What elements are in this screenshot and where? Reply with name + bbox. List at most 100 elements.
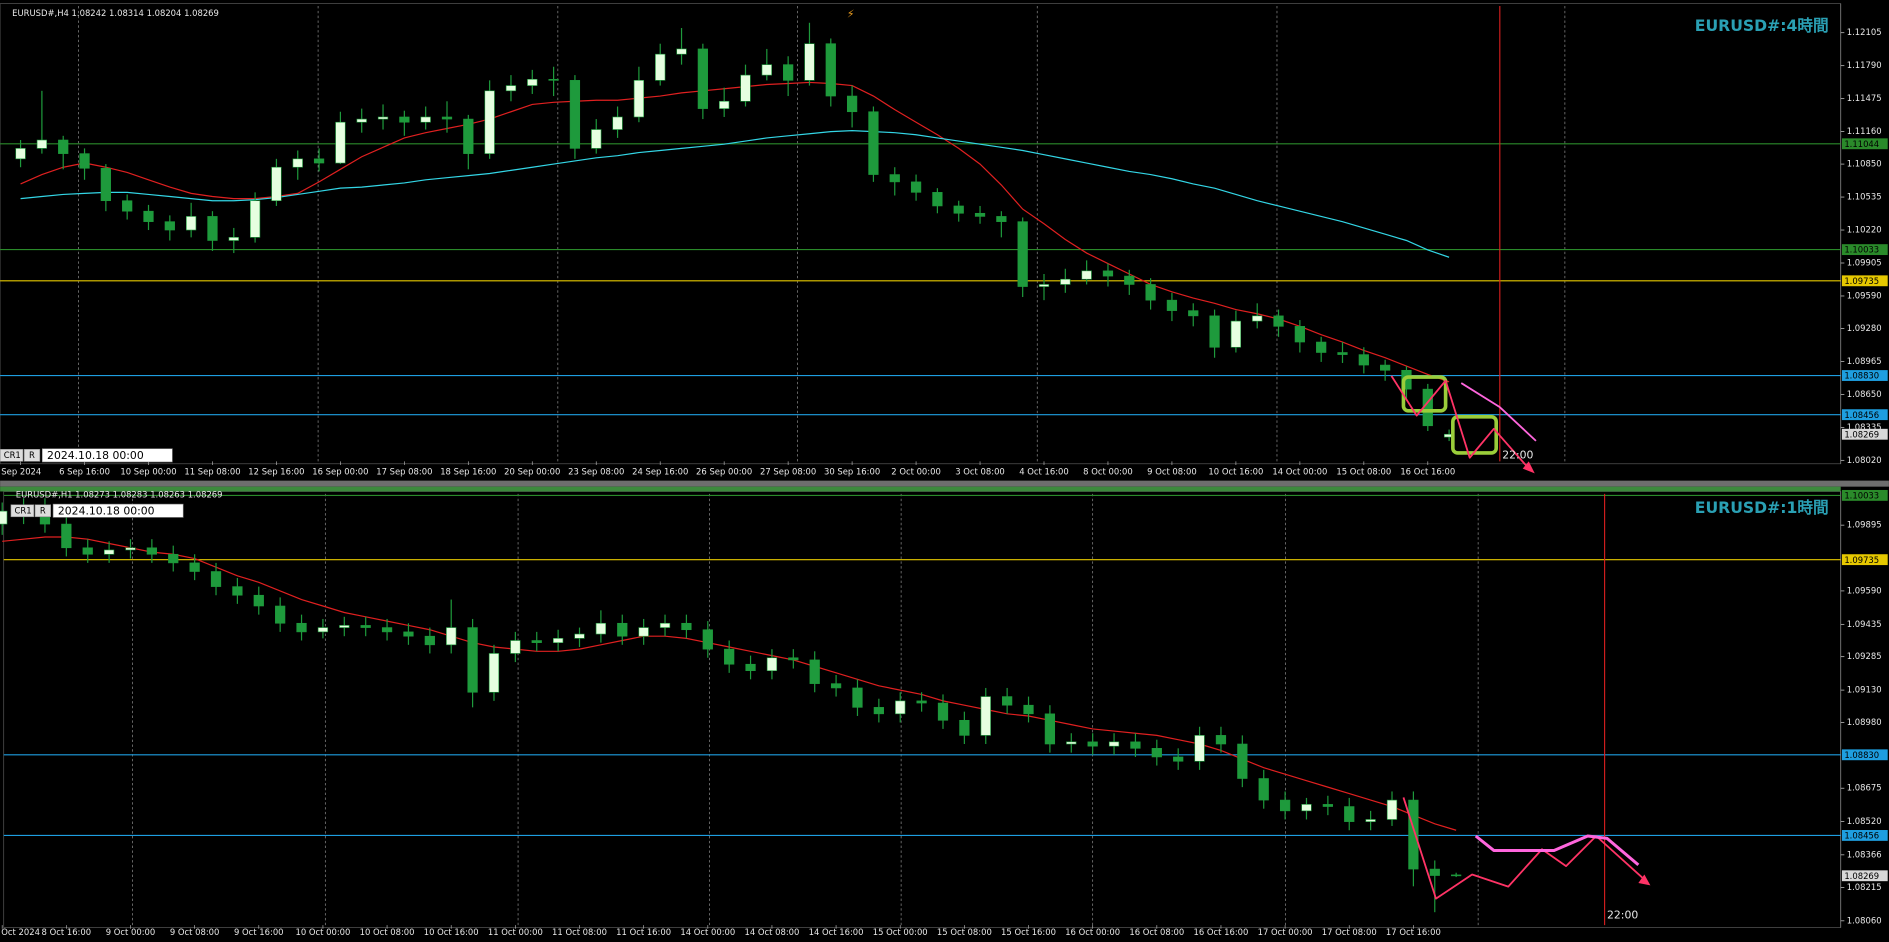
candle-body: [659, 622, 671, 628]
candle-body: [125, 547, 136, 551]
level-label-box: [1841, 749, 1888, 761]
x-tick-label: Sep 2024: [1, 467, 41, 477]
level-label: 1.10033: [1844, 490, 1879, 500]
candle-body: [889, 174, 900, 183]
level-label: 1.09735: [1844, 276, 1879, 286]
candle-body: [313, 158, 325, 164]
y-tick-label: 1.12105: [1847, 27, 1882, 37]
candle-body: [505, 85, 517, 92]
candle-body: [168, 553, 179, 564]
x-tick-label: 6 Sep 16:00: [59, 467, 110, 477]
candle-body: [189, 562, 200, 572]
candle-body: [895, 700, 906, 715]
candle-body: [441, 116, 453, 120]
y-tick-label: 1.09905: [1847, 258, 1882, 268]
watermark: EURUSD#:4時間: [1695, 16, 1829, 35]
candle-body: [1194, 735, 1205, 762]
candle-body: [996, 216, 1007, 222]
projection-line: [1474, 834, 1640, 867]
x-tick-label: 10 Oct 00:00: [295, 927, 350, 937]
cursor-flag: R: [29, 450, 35, 460]
candle-body: [1002, 696, 1013, 706]
x-tick-label: 10 Oct 16:00: [1208, 467, 1263, 477]
current-price-box: [1841, 870, 1888, 882]
candle-body: [360, 625, 371, 628]
x-tick-label: 14 Oct 08:00: [744, 927, 799, 937]
projection-line: [1460, 382, 1537, 442]
candle-body: [719, 100, 730, 109]
projection-line: [1402, 797, 1647, 900]
candle-body: [1081, 270, 1092, 280]
y-tick-label: 1.08520: [1847, 816, 1882, 826]
x-tick-label: 10 Sep 00:00: [120, 467, 176, 477]
arrow-head: [1522, 461, 1535, 474]
candle-body: [745, 663, 756, 672]
candle-body: [980, 696, 991, 736]
x-tick-label: 16 Oct 08:00: [1129, 927, 1184, 937]
y-tick-label: 1.08980: [1847, 717, 1882, 727]
chart-header: EURUSD#,H1 1.08273 1.08283 1.08263 1.082…: [16, 490, 223, 500]
candle-body: [510, 640, 521, 654]
x-tick-label: 11 Oct 16:00: [616, 927, 671, 937]
x-tick-label: 10 Oct 16:00: [424, 927, 479, 937]
x-tick-label: 16 Oct 16:00: [1194, 927, 1249, 937]
candle-body: [655, 53, 666, 81]
y-tick-label: 1.09590: [1847, 290, 1882, 300]
cursor-time-box: [41, 448, 173, 463]
level-label: 1.09735: [1844, 555, 1879, 565]
candle-body: [210, 571, 222, 587]
x-tick-label: 10 Oct 08:00: [360, 927, 415, 937]
x-tick-label: 16 Oct 16:00: [1400, 467, 1455, 477]
level-label-box: [1841, 138, 1888, 150]
candle-body: [1252, 315, 1263, 322]
candle-body: [724, 648, 735, 665]
projection-line: [1390, 375, 1531, 471]
x-tick-label: 30 Sep 16:00: [824, 467, 880, 477]
x-tick-label: 16 Sep 00:00: [312, 467, 368, 477]
candle-body: [1365, 819, 1376, 822]
x-tick-label: 9 Oct 00:00: [106, 927, 156, 937]
candle-body: [292, 158, 303, 168]
x-tick-label: 27 Sep 08:00: [760, 467, 816, 477]
candle-body: [1294, 326, 1305, 343]
candle-body: [804, 43, 815, 81]
candle-body: [253, 594, 264, 607]
candle-body: [1237, 743, 1248, 779]
candle-body: [1130, 741, 1141, 749]
candle-body: [1060, 278, 1071, 285]
current-price-box: [1841, 428, 1888, 440]
time-marker-label: 22:00: [1502, 448, 1533, 461]
candle-body: [1173, 756, 1184, 762]
candle-body: [296, 622, 307, 633]
y-tick-label: 1.09130: [1847, 685, 1882, 695]
candle-body: [830, 683, 842, 689]
candle-body: [1108, 741, 1120, 747]
candle-body: [1429, 868, 1440, 876]
candle-body: [809, 659, 820, 684]
candle-body: [1038, 284, 1050, 287]
candle-body: [1102, 270, 1114, 277]
candle-body: [186, 216, 197, 231]
y-tick-label: 1.11160: [1847, 126, 1882, 136]
candle-body: [1087, 741, 1098, 747]
level-label: 1.08456: [1844, 410, 1879, 420]
candle-body: [1301, 804, 1312, 812]
candle-body: [553, 638, 564, 643]
y-tick-label: 1.09435: [1847, 619, 1882, 629]
candle-body: [633, 80, 645, 118]
candle-body: [1124, 275, 1135, 285]
y-tick-label: 1.08650: [1847, 389, 1882, 399]
x-tick-label: 8 Oct 00:00: [1083, 467, 1133, 477]
candle-body: [15, 148, 26, 160]
candle-body: [788, 657, 799, 661]
candle-body: [1151, 748, 1162, 758]
cursor-time: 2024.10.18 00:00: [58, 504, 155, 517]
event-icon: ⚡: [847, 7, 855, 20]
candle-body: [681, 622, 692, 631]
x-tick-label: 14 Oct 00:00: [1272, 467, 1327, 477]
x-tick-label: 26 Sep 00:00: [696, 467, 752, 477]
candle-body: [271, 166, 282, 202]
candle-body: [873, 707, 884, 715]
candle-body: [953, 205, 964, 214]
